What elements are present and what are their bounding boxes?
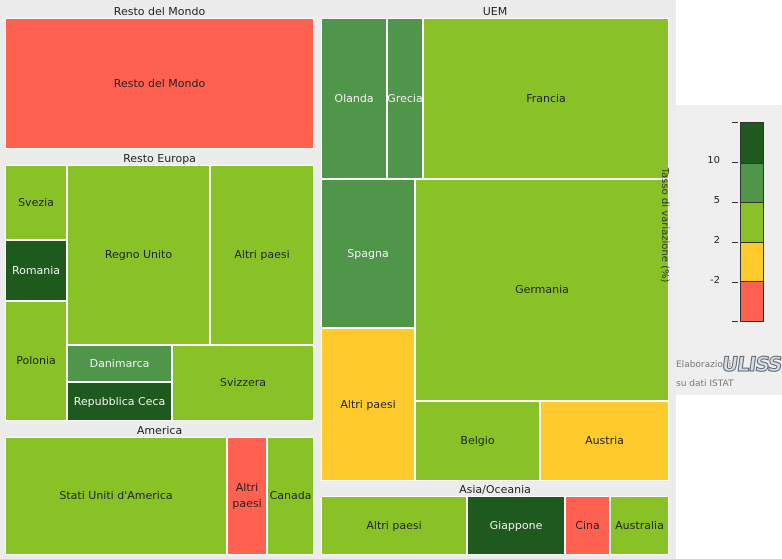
legend-tick-mark xyxy=(732,242,738,243)
legend-tick-label: -2 xyxy=(710,275,720,286)
treemap-cell-america-canada[interactable]: Canada xyxy=(267,437,314,555)
legend-title: Tasso di variazione (%) xyxy=(659,167,670,283)
treemap-cell-asia-oceania-australia[interactable]: Australia xyxy=(610,496,669,555)
treemap-cell-resto-europa-altri-paesi[interactable]: Altri paesi xyxy=(210,165,314,345)
legend-tick-label: 5 xyxy=(713,195,720,206)
legend-swatch-4 xyxy=(741,281,763,322)
credit-elaborazioni: Elaborazioni xyxy=(676,360,732,370)
legend-tick-mark xyxy=(732,122,738,123)
group-header-america: America xyxy=(136,424,183,437)
legend-tick-label: 10 xyxy=(707,155,720,166)
legend-tick-mark xyxy=(732,321,738,322)
treemap-cell-uem-germania[interactable]: Germania xyxy=(415,179,669,401)
legend-swatch-0 xyxy=(741,123,763,163)
treemap-cell-resto-europa-danimarca[interactable]: Danimarca xyxy=(67,345,172,382)
group-header-uem: UEM xyxy=(482,5,508,18)
treemap-cell-uem-grecia[interactable]: Grecia xyxy=(387,18,423,179)
treemap-cell-resto-europa-romania[interactable]: Romania xyxy=(5,240,67,301)
treemap-cell-asia-oceania-giappone[interactable]: Giappone xyxy=(467,496,565,555)
legend-swatch-1 xyxy=(741,162,763,203)
treemap-cell-resto-europa-regno-unito[interactable]: Regno Unito xyxy=(67,165,210,345)
treemap-cell-uem-spagna[interactable]: Spagna xyxy=(321,179,415,328)
credit-source: su dati ISTAT xyxy=(676,379,734,389)
legend-tick-mark xyxy=(732,162,738,163)
treemap-cell-resto-europa-polonia[interactable]: Polonia xyxy=(5,301,67,421)
legend-tick-mark xyxy=(732,282,738,283)
ulisse-logo: ULISSE xyxy=(720,352,782,377)
color-scale-bar xyxy=(740,122,764,322)
group-header-asia-oceania: Asia/Oceania xyxy=(459,483,531,496)
treemap-chart: Resto del Mondo Resto Europa America UEM Asi… xyxy=(0,0,676,559)
treemap-cell-resto-europa-svizzera[interactable]: Svizzera xyxy=(172,345,314,421)
treemap-cell-uem-olanda[interactable]: Olanda xyxy=(321,18,387,179)
legend-tick-mark xyxy=(732,202,738,203)
legend-panel xyxy=(676,105,782,395)
legend-tick-label: 2 xyxy=(713,235,720,246)
treemap-cell-asia-oceania-cina[interactable]: Cina xyxy=(565,496,610,555)
treemap-cell-uem-austria[interactable]: Austria xyxy=(540,401,669,481)
treemap-cell-uem-belgio[interactable]: Belgio xyxy=(415,401,540,481)
legend-swatch-2 xyxy=(741,202,763,243)
treemap-cell-resto-europa-svezia[interactable]: Svezia xyxy=(5,165,67,240)
treemap-cell-resto-del-mondo-resto-del-mondo[interactable]: Resto del Mondo xyxy=(5,18,314,149)
group-header-resto-europa: Resto Europa xyxy=(123,152,196,165)
treemap-cell-america-altri-paesi[interactable]: Altri paesi xyxy=(227,437,267,555)
treemap-cell-uem-altri-paesi[interactable]: Altri paesi xyxy=(321,328,415,481)
treemap-cell-america-stati-uniti-d-america[interactable]: Stati Uniti d'America xyxy=(5,437,227,555)
treemap-cell-resto-europa-repubblica-ceca[interactable]: Repubblica Ceca xyxy=(67,382,172,421)
legend-swatch-3 xyxy=(741,241,763,282)
treemap-cell-uem-francia[interactable]: Francia xyxy=(423,18,669,179)
group-header-resto-del-mondo: Resto del Mondo xyxy=(113,5,206,18)
treemap-cell-asia-oceania-altri-paesi[interactable]: Altri paesi xyxy=(321,496,467,555)
